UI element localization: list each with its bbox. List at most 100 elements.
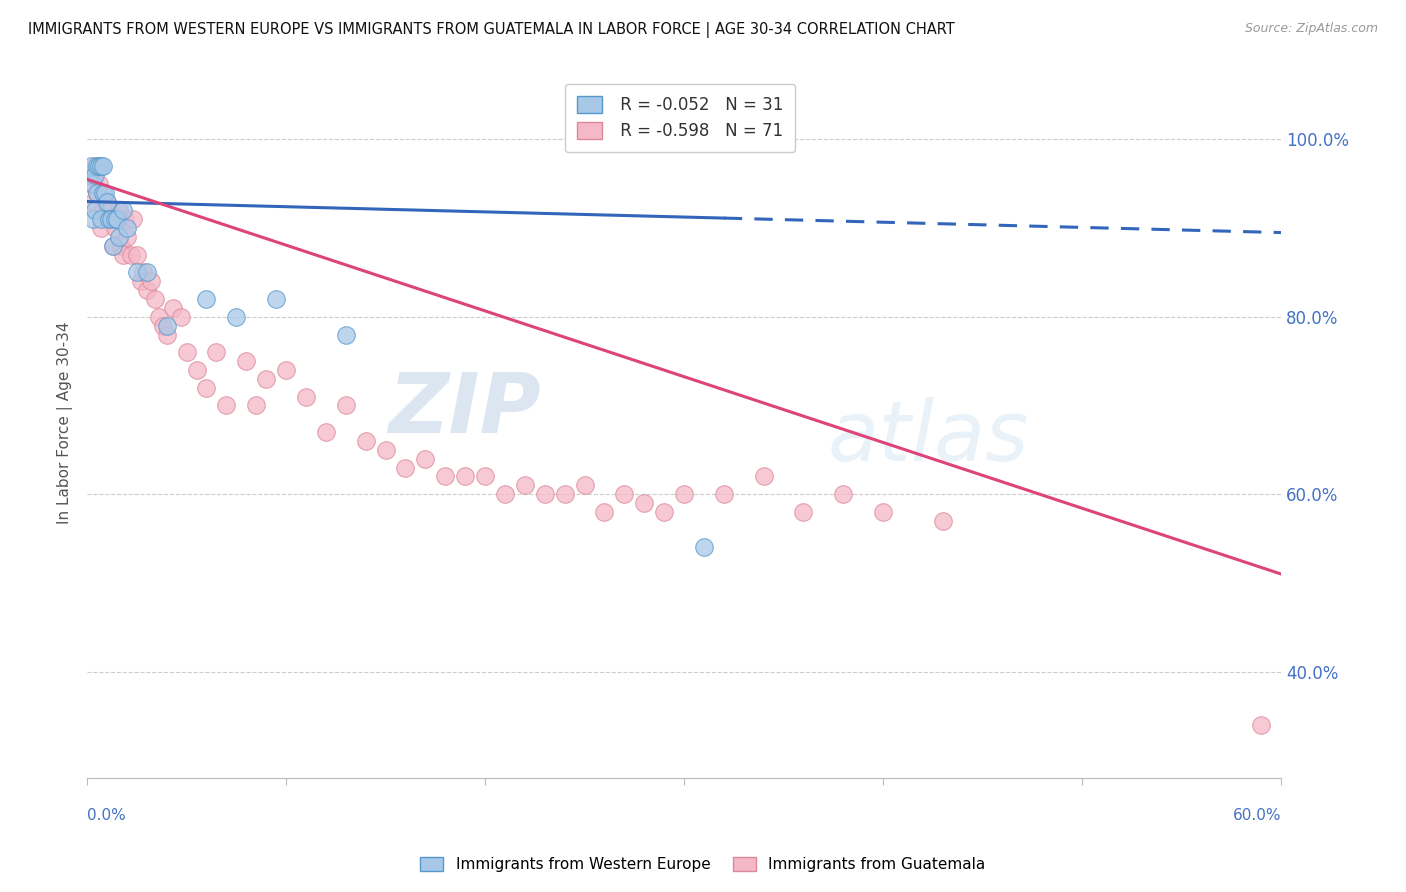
Point [86, 186, 108, 200]
Point [97, 212, 120, 227]
Text: 60.0%: 60.0% [1233, 808, 1281, 823]
Point [474, 469, 496, 483]
Point [94, 194, 117, 209]
Point [86, 159, 108, 173]
Point [114, 212, 136, 227]
Point [264, 292, 287, 306]
Point [108, 203, 131, 218]
Point [186, 363, 208, 377]
Point [156, 318, 179, 333]
Point [97, 203, 120, 218]
Point [111, 248, 134, 262]
Point [129, 274, 152, 288]
Text: 0.0%: 0.0% [87, 808, 125, 823]
Point [593, 505, 616, 519]
Point [105, 212, 128, 227]
Point [115, 230, 138, 244]
Point [354, 434, 377, 448]
Point [574, 478, 596, 492]
Point [101, 239, 124, 253]
Point [91, 159, 114, 173]
Point [96, 212, 118, 227]
Point [105, 212, 128, 227]
Point [792, 505, 814, 519]
Legend: Immigrants from Western Europe, Immigrants from Guatemala: Immigrants from Western Europe, Immigran… [413, 849, 993, 880]
Point [80, 159, 103, 173]
Point [176, 345, 198, 359]
Point [87, 177, 110, 191]
Point [96, 194, 118, 209]
Point [335, 399, 357, 413]
Point [84, 168, 107, 182]
Point [274, 363, 297, 377]
Point [335, 327, 357, 342]
Point [91, 186, 114, 200]
Point [91, 203, 114, 218]
Point [554, 487, 576, 501]
Point [96, 194, 118, 209]
Text: atlas: atlas [827, 397, 1029, 478]
Point [205, 345, 228, 359]
Point [132, 265, 155, 279]
Point [104, 212, 127, 227]
Point [110, 239, 132, 253]
Point [195, 292, 218, 306]
Point [143, 292, 166, 306]
Y-axis label: In Labor Force | Age 30-34: In Labor Force | Age 30-34 [58, 322, 73, 524]
Point [104, 221, 127, 235]
Point [101, 239, 124, 253]
Point [872, 505, 894, 519]
Point [82, 168, 104, 182]
Text: Source: ZipAtlas.com: Source: ZipAtlas.com [1244, 22, 1378, 36]
Point [713, 487, 735, 501]
Point [169, 310, 191, 324]
Point [77, 168, 100, 182]
Point [533, 487, 555, 501]
Point [633, 496, 655, 510]
Point [100, 212, 122, 227]
Point [613, 487, 636, 501]
Point [82, 177, 104, 191]
Point [125, 248, 148, 262]
Point [82, 212, 104, 227]
Point [315, 425, 337, 439]
Point [82, 194, 104, 209]
Point [513, 478, 536, 492]
Point [108, 230, 131, 244]
Text: ZIP: ZIP [388, 368, 541, 450]
Point [148, 310, 170, 324]
Point [90, 221, 112, 235]
Point [931, 514, 953, 528]
Point [152, 318, 174, 333]
Point [115, 221, 138, 235]
Point [245, 399, 267, 413]
Point [254, 372, 277, 386]
Point [120, 248, 142, 262]
Legend:  R = -0.052   N = 31,  R = -0.598   N = 71: R = -0.052 N = 31, R = -0.598 N = 71 [565, 84, 794, 152]
Point [87, 159, 110, 173]
Point [434, 469, 457, 483]
Point [94, 186, 117, 200]
Point [139, 274, 162, 288]
Point [77, 168, 100, 182]
Point [652, 505, 675, 519]
Point [752, 469, 775, 483]
Point [84, 203, 107, 218]
Point [1250, 717, 1272, 731]
Point [156, 327, 179, 342]
Point [135, 265, 157, 279]
Point [394, 460, 416, 475]
Point [454, 469, 477, 483]
Point [295, 390, 318, 404]
Point [90, 212, 112, 227]
Point [90, 159, 112, 173]
Text: IMMIGRANTS FROM WESTERN EUROPE VS IMMIGRANTS FROM GUATEMALA IN LABOR FORCE | AGE: IMMIGRANTS FROM WESTERN EUROPE VS IMMIGR… [28, 22, 955, 38]
Point [374, 442, 396, 457]
Point [672, 487, 695, 501]
Point [125, 265, 148, 279]
Point [415, 451, 437, 466]
Point [121, 212, 143, 227]
Point [693, 541, 716, 555]
Point [235, 354, 257, 368]
Point [832, 487, 855, 501]
